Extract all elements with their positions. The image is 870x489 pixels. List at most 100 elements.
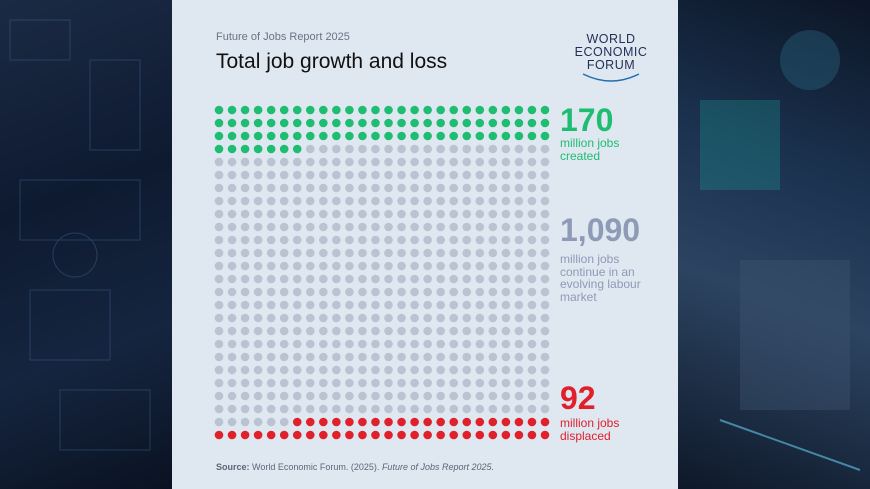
dot [384, 105, 393, 115]
dot [488, 118, 498, 128]
dot [488, 248, 498, 258]
dot [266, 196, 276, 206]
dot [292, 235, 302, 245]
dot [319, 261, 328, 271]
dot [488, 196, 498, 206]
dot [462, 274, 472, 284]
dot [266, 183, 276, 193]
source: Source: World Economic Forum. (2025). Fu… [216, 462, 494, 472]
dot [279, 261, 289, 271]
dot [501, 248, 511, 258]
dot [214, 170, 224, 180]
dot [292, 118, 302, 128]
logo-line: FORUM [586, 58, 636, 72]
dot [266, 365, 276, 375]
dot [332, 235, 341, 245]
dot [292, 261, 302, 271]
dot [410, 248, 419, 258]
dot [332, 313, 341, 323]
dot [279, 404, 289, 414]
dot [436, 183, 445, 193]
dot [305, 196, 315, 206]
dot [227, 391, 237, 401]
dot [292, 300, 302, 310]
dot [319, 222, 328, 232]
dot [410, 404, 419, 414]
dot [266, 261, 276, 271]
dot [305, 430, 315, 440]
dot [397, 339, 406, 349]
source-text: World Economic Forum. (2025). [252, 462, 380, 472]
dot [436, 131, 445, 141]
dot [358, 248, 367, 258]
dot [227, 222, 237, 232]
dot [384, 430, 393, 440]
dot [527, 352, 537, 362]
dot [292, 365, 302, 375]
dot [423, 222, 432, 232]
dot [475, 196, 485, 206]
dot [253, 248, 263, 258]
dot [240, 235, 250, 245]
dot [501, 274, 511, 284]
dot [449, 300, 459, 310]
dot [371, 222, 380, 232]
dot [488, 365, 498, 375]
dot [332, 222, 341, 232]
dot [358, 261, 367, 271]
dot [540, 157, 550, 167]
dot [501, 144, 511, 154]
dot [449, 105, 459, 115]
dot [371, 131, 380, 141]
dot [540, 339, 550, 349]
dot [488, 170, 498, 180]
dot [227, 326, 237, 336]
dot [266, 118, 276, 128]
dot [423, 196, 432, 206]
background-image-left [0, 0, 172, 489]
dot [462, 105, 472, 115]
dot [240, 261, 250, 271]
dot [384, 287, 393, 297]
dot [305, 157, 315, 167]
dot [527, 261, 537, 271]
dot [540, 352, 550, 362]
dot [449, 326, 459, 336]
dot [227, 261, 237, 271]
dot [501, 365, 511, 375]
dot [540, 222, 550, 232]
dot [371, 274, 380, 284]
dot [253, 222, 263, 232]
dot [488, 391, 498, 401]
dot [462, 118, 472, 128]
dot [384, 274, 393, 284]
dot [266, 222, 276, 232]
dot [214, 144, 224, 154]
dot [475, 274, 485, 284]
dot [266, 352, 276, 362]
dot [410, 144, 419, 154]
dot [501, 209, 511, 219]
dot [253, 339, 263, 349]
dot [358, 430, 367, 440]
dot [475, 222, 485, 232]
dot [514, 131, 524, 141]
dot [240, 378, 250, 388]
dot [540, 430, 550, 440]
dot [214, 326, 224, 336]
dot [540, 391, 550, 401]
dot [514, 339, 524, 349]
dot [214, 378, 224, 388]
dot [410, 170, 419, 180]
dot [371, 378, 380, 388]
dot [227, 209, 237, 219]
dot [423, 365, 432, 375]
dot [279, 170, 289, 180]
dot [214, 339, 224, 349]
dot [305, 378, 315, 388]
dot [371, 313, 380, 323]
dot [397, 300, 406, 310]
dot [436, 378, 445, 388]
dot [253, 300, 263, 310]
